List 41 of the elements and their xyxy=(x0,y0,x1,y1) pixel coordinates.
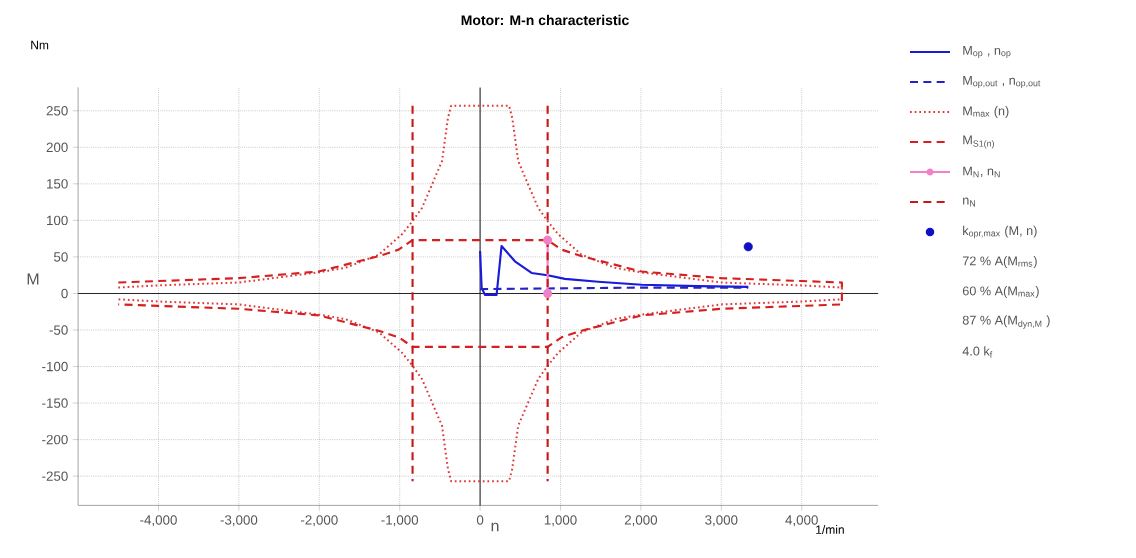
y-tick-label: -250 xyxy=(42,471,68,481)
point xyxy=(543,288,553,298)
legend-label: k$_{opr,max}$ (M, n) xyxy=(963,225,1037,239)
x-tick-label: 3,000 xyxy=(705,515,738,527)
line-series xyxy=(479,244,750,296)
y-tick-label: 150 xyxy=(47,179,68,189)
text: 60 % A(M$_{max}$) xyxy=(962,286,1039,298)
text: 4.0 k$_{f}$ xyxy=(962,346,993,358)
y-tick-label: 50 xyxy=(53,252,68,262)
y-tick-label: -150 xyxy=(42,398,68,408)
text: 1/min xyxy=(816,525,844,534)
text: 72 % A(M$_{rms}$) xyxy=(962,256,1037,268)
x-axis-title: n xyxy=(491,522,499,532)
legend-label: M$_{N}$, n$_{N}$ xyxy=(963,166,1000,178)
legend-label: M$_{op,out}$ , n$_{op,out}$ xyxy=(963,75,1041,89)
y-tick-label: 250 xyxy=(46,106,68,116)
legend-label: M$_{S1(n)}$ xyxy=(963,135,994,149)
x-tick-label: 0 xyxy=(476,515,484,525)
legend-label: n$_{N}$ xyxy=(963,197,976,207)
y-axis-title: M xyxy=(27,273,39,285)
legend-label: M$_{max}$ (n) xyxy=(963,106,1009,118)
y-tick-label: -50 xyxy=(49,325,68,335)
y-tick-label: 100 xyxy=(47,215,68,226)
x-tick-label: 1,000 xyxy=(544,515,577,527)
x-tick-label: 2,000 xyxy=(624,515,658,527)
x-tick-label: -4,000 xyxy=(140,515,177,527)
text: 87 % A(M$_{dyn,M}$ ) xyxy=(962,315,1050,329)
x-tick-label: -2,000 xyxy=(300,515,338,527)
x-tick-label: -3,000 xyxy=(220,515,258,527)
line-series xyxy=(117,104,843,483)
legend-label: M$_{op}$ , n$_{op}$ xyxy=(963,46,1011,58)
y-tick-label: -200 xyxy=(42,434,68,445)
chart-title: Motor: M-n characteristic xyxy=(461,14,629,26)
y-tick-label: -100 xyxy=(42,361,68,372)
x-tick-label: 4,000 xyxy=(785,515,818,527)
y-tick-label: 0 xyxy=(61,288,68,299)
point xyxy=(543,235,553,245)
point xyxy=(743,242,753,252)
y-tick-label: 200 xyxy=(46,142,68,153)
x-tick-label: -1,000 xyxy=(381,515,419,527)
text: Nm xyxy=(31,40,49,50)
